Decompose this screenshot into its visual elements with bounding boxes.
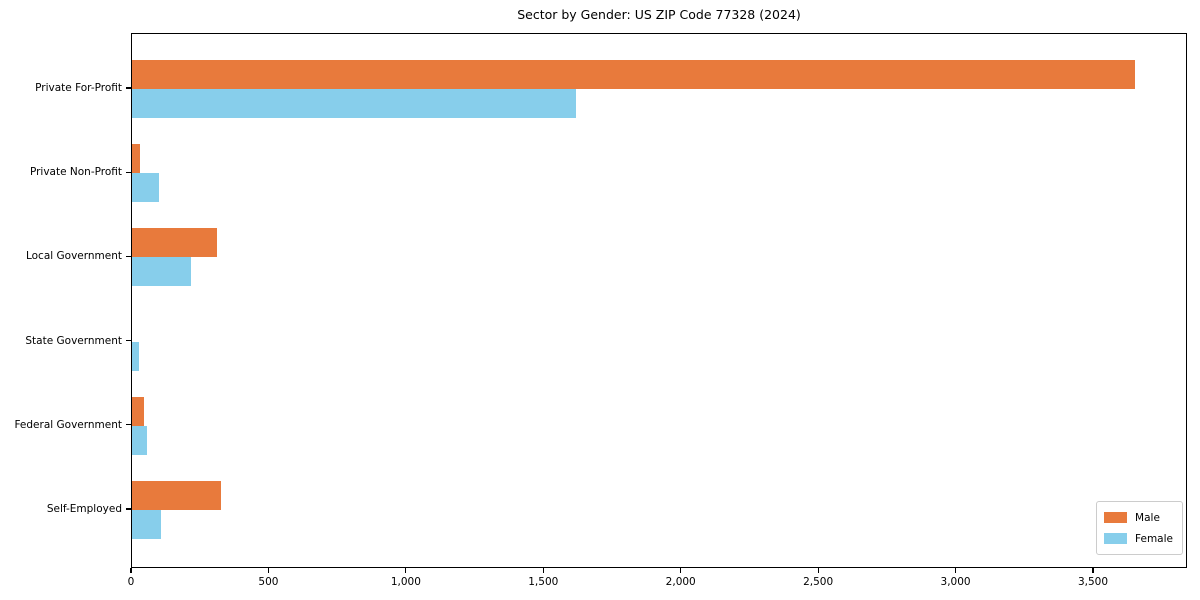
legend-swatch-icon — [1104, 512, 1128, 523]
bar-female-4 — [132, 341, 139, 371]
y-tick-label: State Government — [25, 334, 122, 347]
chart-title: Sector by Gender: US ZIP Code 77328 (202… — [517, 7, 801, 22]
x-tick-mark — [680, 568, 682, 573]
bar-male-2 — [132, 144, 141, 174]
y-tick-mark — [126, 508, 131, 510]
y-tick-mark — [126, 87, 131, 89]
legend-label: Female — [1135, 532, 1173, 545]
x-tick-label: 2,000 — [665, 576, 696, 588]
x-tick-mark — [1092, 568, 1094, 573]
y-tick-label: Private For-Profit — [35, 82, 122, 94]
bar-male-3 — [132, 228, 218, 258]
x-tick-mark — [267, 568, 270, 573]
y-tick-mark — [126, 171, 131, 173]
bar-female-3 — [132, 257, 192, 287]
y-tick-label: Private Non-Profit — [29, 166, 122, 179]
bar-male-6 — [132, 481, 222, 510]
x-tick-label: 3,500 — [1077, 576, 1109, 588]
y-tick-mark — [126, 424, 131, 426]
x-tick-mark — [405, 568, 407, 573]
legend-swatch-icon — [1104, 533, 1128, 544]
x-tick-mark — [542, 568, 544, 573]
legend: Male Female — [1096, 501, 1183, 555]
x-tick-mark — [954, 568, 957, 573]
bar-female-2 — [132, 173, 160, 203]
y-tick-mark — [126, 255, 131, 257]
y-tick-label: Self-Employed — [46, 503, 122, 515]
x-tick-label: 1,500 — [528, 576, 559, 588]
legend-label: Male — [1135, 511, 1160, 524]
x-tick-mark — [817, 568, 819, 573]
y-tick-label: Local Government — [25, 250, 122, 263]
x-tick-label: 500 — [258, 576, 279, 588]
bar-female-1 — [132, 89, 576, 118]
x-tick-label: 0 — [127, 576, 135, 588]
bar-male-1 — [132, 60, 1136, 89]
bar-male-5 — [132, 396, 144, 426]
legend-entry-male: Male — [1104, 507, 1173, 528]
x-tick-label: 2,500 — [803, 576, 834, 588]
x-tick-label: 3,000 — [940, 576, 971, 588]
legend-entry-female: Female — [1104, 528, 1173, 549]
y-tick-mark — [126, 340, 131, 342]
plot-area — [131, 33, 1187, 568]
bar-female-5 — [132, 425, 148, 455]
bar-female-6 — [132, 510, 161, 539]
x-tick-mark — [130, 568, 132, 573]
x-tick-label: 1,000 — [390, 576, 421, 588]
y-tick-label: Federal Government — [14, 418, 122, 431]
